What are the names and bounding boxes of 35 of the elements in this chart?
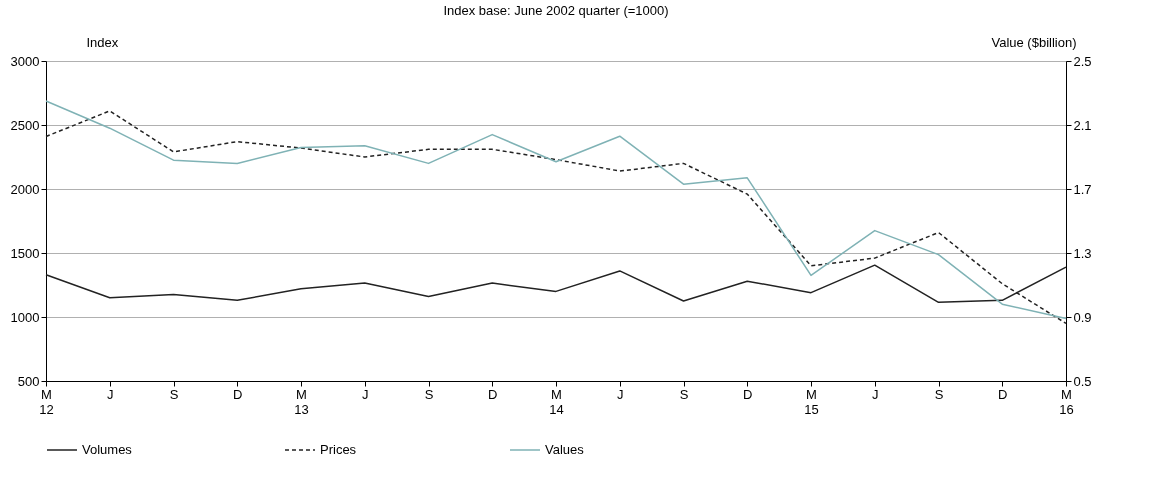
- x-tick-label: J: [107, 386, 114, 402]
- x-tick-label: J: [872, 386, 879, 402]
- y2-tick-label: 1.3: [1073, 245, 1092, 261]
- y-tick-label: 2500: [10, 117, 40, 133]
- x-tick-label: S: [679, 386, 689, 402]
- y-tick-label: 3000: [10, 53, 40, 69]
- y2-tick-label: 1.7: [1073, 181, 1092, 197]
- y-tick-label: 1000: [10, 309, 40, 325]
- x-tick-label: M 13: [294, 386, 309, 417]
- x-tick-label: M 16: [1059, 386, 1074, 417]
- legend-label: Prices: [320, 442, 357, 457]
- y-tick-label: 500: [17, 373, 40, 389]
- x-tick-label: M 15: [804, 386, 819, 417]
- chart-title: Index base: June 2002 quarter (=1000): [443, 3, 669, 18]
- x-tick-label: J: [617, 386, 624, 402]
- x-tick-label: S: [169, 386, 179, 402]
- x-tick-label: D: [998, 386, 1008, 402]
- x-tick-label: M 12: [39, 386, 54, 417]
- x-tick-label: D: [488, 386, 498, 402]
- x-tick-label: S: [934, 386, 944, 402]
- y2-tick-label: 2.5: [1073, 53, 1092, 69]
- y-tick-label: 2000: [10, 181, 40, 197]
- y2-tick-label: 0.9: [1073, 309, 1092, 325]
- x-tick-label: D: [743, 386, 753, 402]
- legend-label: Values: [545, 442, 585, 457]
- y2-tick-label: 0.5: [1073, 373, 1092, 389]
- x-tick-label: S: [424, 386, 434, 402]
- y2-tick-label: 2.1: [1073, 117, 1092, 133]
- y-tick-label: 1500: [10, 245, 40, 261]
- x-tick-label: J: [362, 386, 369, 402]
- y2-axis-title: Value ($billion): [991, 34, 1077, 50]
- x-tick-label: D: [233, 386, 243, 402]
- x-tick-label: M 14: [549, 386, 564, 417]
- y-axis-title: Index: [86, 34, 119, 50]
- legend-label: Volumes: [82, 442, 133, 457]
